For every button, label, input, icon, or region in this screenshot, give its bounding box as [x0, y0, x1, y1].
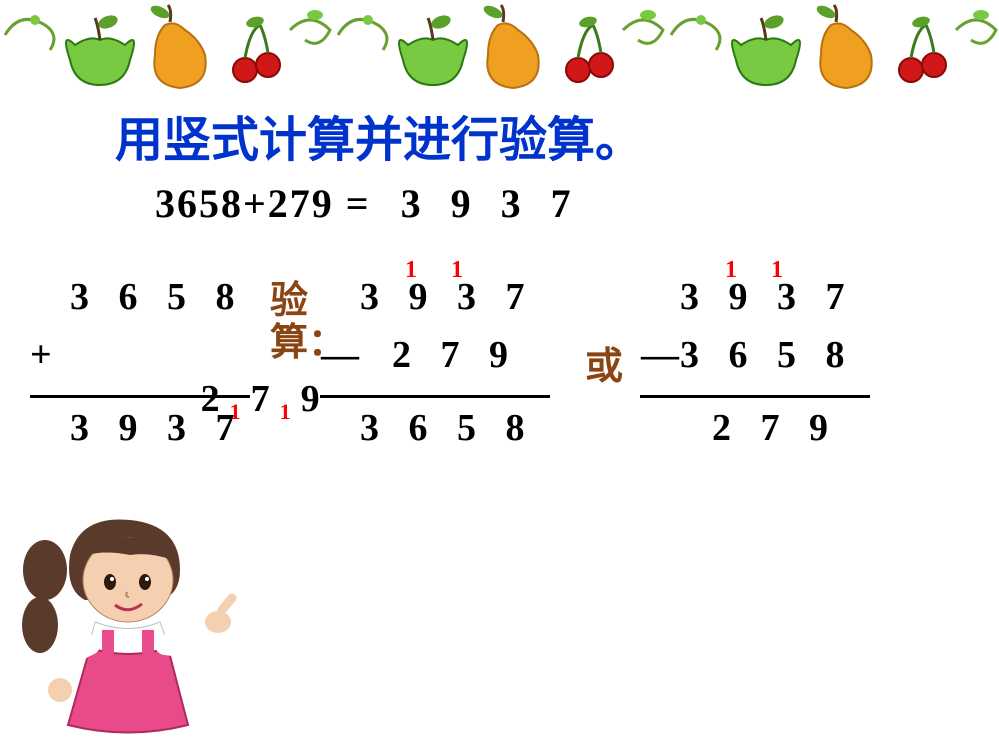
- check1-block: 1 1 3 9 3 7 —2 7 9 3 6 5 8: [320, 275, 580, 464]
- check1-result: 3 6 5 8: [360, 406, 535, 450]
- borrow-marks: 1 1: [725, 257, 797, 284]
- addition-block: 3 6 5 8 + 21719 3 9 3 7: [30, 275, 260, 464]
- equation-lhs: 3658+279 =: [155, 181, 371, 226]
- check2-bottom: 3 6 5 8: [680, 333, 855, 377]
- add-top: 3 6 5 8: [70, 275, 245, 319]
- equation: 3658+279 = 3 9 3 7: [155, 180, 581, 227]
- fruit-group: [0, 0, 333, 95]
- check2-result: 2 7 9: [712, 406, 838, 450]
- add-result: 3 9 3 7: [70, 406, 245, 450]
- check1-bottom: 2 7 9: [392, 333, 518, 377]
- fruit-group: [666, 0, 999, 95]
- plus-op: +: [30, 333, 52, 377]
- equation-rhs: 3 9 3 7: [401, 181, 581, 226]
- page-title: 用竖式计算并进行验算。: [115, 100, 643, 170]
- fruit-border: [0, 0, 999, 95]
- calc-line: [320, 395, 550, 398]
- label-or: 或: [585, 335, 623, 390]
- minus-op: —: [320, 333, 360, 377]
- borrow-marks: 1 1: [405, 257, 477, 284]
- label-check: 验算：: [270, 280, 310, 364]
- carry-mark: 1: [280, 399, 301, 424]
- minus-op: —: [640, 333, 680, 377]
- carry-mark: 1: [230, 399, 251, 424]
- girl-illustration: [10, 500, 250, 740]
- calc-line: [640, 395, 870, 398]
- check2-block: 1 1 3 9 3 7 —3 6 5 8 2 7 9: [640, 275, 900, 464]
- fruit-group: [333, 0, 666, 95]
